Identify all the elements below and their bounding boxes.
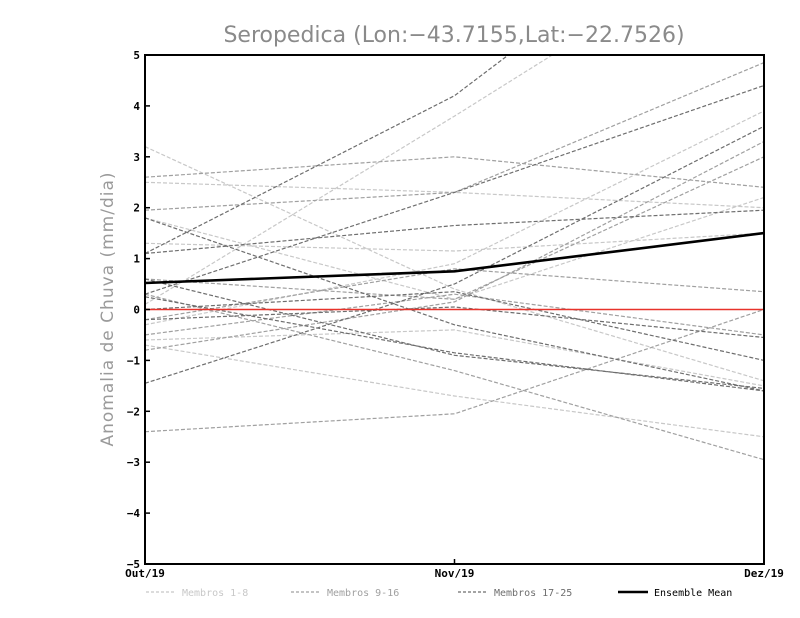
y-tick-label: 5 <box>133 49 140 62</box>
chart-title: Seropedica (Lon:−43.7155,Lat:−22.7526) <box>223 23 684 48</box>
ensemble-mean-line <box>145 231 764 285</box>
y-tick-label: 0 <box>133 304 140 317</box>
series-layer <box>145 55 764 461</box>
member-series-line-7 <box>145 329 764 387</box>
member-series-line-16 <box>145 268 764 321</box>
member-series-line-2 <box>145 55 554 305</box>
member-series-line-15 <box>145 156 764 300</box>
member-series-line-14 <box>145 293 764 336</box>
member-series-line-3 <box>145 110 764 326</box>
y-tick-label: −4 <box>127 507 141 520</box>
member-series-line-17 <box>145 55 510 255</box>
x-tick-label: Dez/19 <box>744 567 784 580</box>
member-series-line-18 <box>145 209 764 255</box>
member-series-line-8 <box>145 196 764 300</box>
member-series-line-10 <box>145 308 764 433</box>
member-series-line-19 <box>145 84 764 295</box>
y-tick-label: −2 <box>127 405 140 418</box>
y-tick-label: −3 <box>127 456 140 469</box>
member-series-line-11 <box>145 62 764 211</box>
member-series-line-22 <box>145 278 764 389</box>
y-tick-label: 4 <box>133 100 140 113</box>
member-series-line-21 <box>145 217 764 392</box>
y-tick-label: 3 <box>133 151 140 164</box>
y-tick-label: −1 <box>127 354 141 367</box>
member-series-line-23 <box>145 291 764 361</box>
y-tick-label: −5 <box>127 558 140 571</box>
legend-label-3: Membros 17-25 <box>494 588 572 599</box>
x-tick-label: Out/19 <box>125 567 165 580</box>
legend: Membros 1-8 Membros 9-16 Membros 17-25 Ense… <box>146 588 732 599</box>
member-series-line-25 <box>145 296 764 392</box>
x-tick-label: Nov/19 <box>435 567 475 580</box>
legend-label-1: Membros 1-8 <box>182 588 248 599</box>
member-series-line-12 <box>145 293 764 461</box>
legend-label-2: Membros 9-16 <box>327 588 399 599</box>
y-tick-label: 2 <box>133 202 140 215</box>
member-series-line-4 <box>145 232 764 252</box>
y-tick-label: 1 <box>133 253 140 266</box>
member-series-line-5 <box>145 344 764 438</box>
legend-label-4: Ensemble Mean <box>654 588 732 599</box>
y-axis-label: Anomalia de Chuva (mm/dia) <box>98 171 118 446</box>
member-series-line-13 <box>145 140 764 351</box>
member-series-line-9 <box>145 156 764 188</box>
member-series-line-20 <box>145 125 764 384</box>
member-series-line-1 <box>145 146 764 382</box>
